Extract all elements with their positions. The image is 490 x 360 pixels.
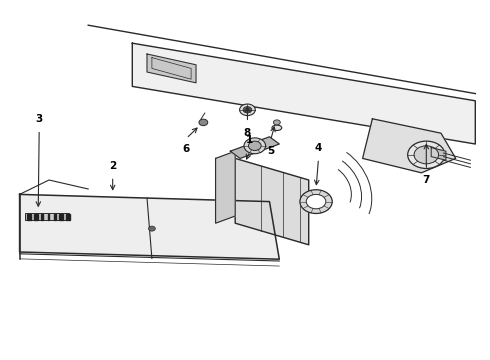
Bar: [59, 214, 63, 220]
Circle shape: [243, 107, 252, 113]
FancyBboxPatch shape: [24, 213, 69, 220]
Circle shape: [248, 141, 261, 150]
Bar: [54, 214, 56, 220]
Text: 2: 2: [109, 161, 116, 171]
Circle shape: [199, 119, 208, 126]
Polygon shape: [147, 54, 196, 83]
Text: 7: 7: [422, 175, 430, 185]
Circle shape: [240, 104, 255, 116]
Ellipse shape: [272, 125, 282, 130]
Bar: [41, 214, 43, 220]
Polygon shape: [235, 158, 309, 245]
Bar: [34, 214, 38, 220]
Circle shape: [273, 120, 280, 125]
Polygon shape: [20, 194, 279, 259]
Polygon shape: [431, 148, 446, 160]
Circle shape: [306, 194, 326, 209]
Text: 5: 5: [267, 146, 274, 156]
Text: 4: 4: [315, 143, 322, 153]
Text: 6: 6: [183, 144, 190, 154]
Text: 1: 1: [246, 135, 253, 145]
Bar: [48, 214, 49, 220]
Circle shape: [244, 138, 266, 154]
Polygon shape: [230, 137, 279, 158]
Circle shape: [148, 226, 155, 231]
Polygon shape: [132, 43, 475, 144]
Bar: [66, 214, 70, 220]
Polygon shape: [363, 119, 456, 173]
Bar: [27, 214, 31, 220]
Text: 8: 8: [244, 128, 251, 138]
Circle shape: [300, 190, 332, 213]
Circle shape: [408, 141, 445, 168]
Text: 3: 3: [36, 114, 43, 124]
Circle shape: [414, 146, 439, 164]
Polygon shape: [216, 151, 235, 223]
